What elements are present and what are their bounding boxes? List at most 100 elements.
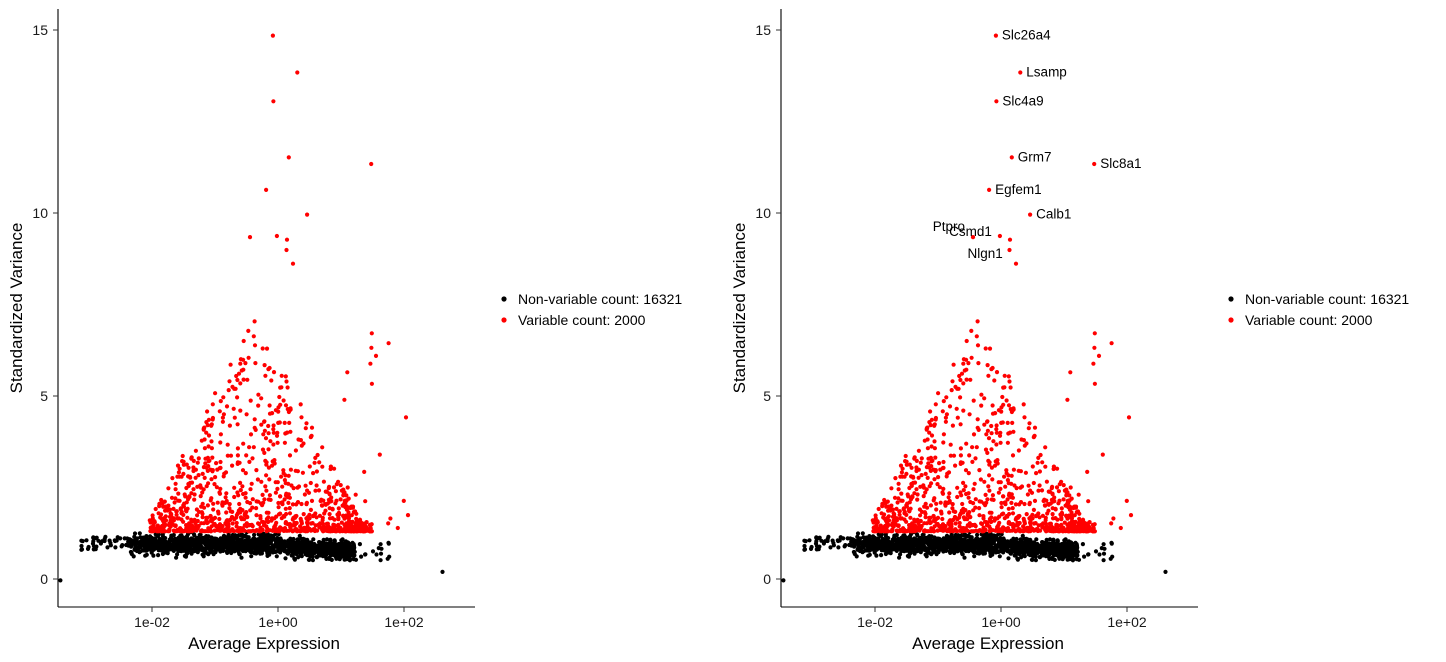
- left-point-non-variable: [337, 557, 342, 562]
- right-point-non-variable: [1055, 538, 1060, 543]
- left-point-non-variable: [179, 533, 184, 538]
- right-point-variable: [994, 427, 999, 432]
- right-point-variable: [969, 328, 974, 333]
- left-point-variable: [280, 500, 285, 505]
- left-point-variable: [313, 523, 318, 528]
- right-point-non-variable: [984, 541, 989, 547]
- left-point-notable: [270, 33, 275, 38]
- right-point-non-variable: [1008, 541, 1014, 546]
- left-point-variable: [209, 439, 214, 444]
- left-point-variable: [287, 453, 293, 458]
- right-point-non-variable: [1086, 552, 1091, 557]
- left-point-non-variable: [185, 532, 190, 537]
- right-point-variable: [907, 462, 912, 467]
- left-point-variable: [206, 433, 212, 438]
- right-point-non-variable: [1069, 540, 1074, 545]
- left-point-variable: [176, 491, 181, 496]
- left-point-variable: [388, 516, 393, 521]
- left-point-variable: [191, 465, 196, 470]
- right-point-variable: [971, 487, 976, 492]
- left-point-variable: [201, 465, 206, 470]
- left-point-variable: [236, 493, 241, 498]
- left-point-variable: [185, 506, 190, 511]
- right-point-variable: [1024, 511, 1029, 517]
- right-point-non-variable: [941, 546, 947, 551]
- left-point-non-variable: [374, 552, 379, 557]
- left-point-variable: [276, 505, 281, 510]
- left-point-variable: [300, 470, 305, 475]
- left-point-variable: [344, 507, 349, 512]
- right-point-variable: [972, 481, 977, 486]
- right-point-non-variable: [899, 539, 904, 544]
- right-point-non-variable: [809, 544, 814, 550]
- left-point-variable: [229, 515, 234, 520]
- left-point-variable: [266, 423, 271, 429]
- right-point-variable: [1076, 509, 1081, 514]
- right-point-non-variable: [863, 535, 869, 541]
- left-point-variable: [210, 417, 215, 422]
- left-point-variable: [282, 514, 287, 519]
- left-point-non-variable: [255, 539, 260, 544]
- left-point-variable: [316, 488, 322, 493]
- left-point-variable: [260, 492, 265, 497]
- left-point-non-variable: [138, 549, 143, 554]
- right-point-non-variable: [1051, 537, 1056, 542]
- left-point-variable: [221, 412, 226, 417]
- left-point-non-variable: [324, 549, 330, 555]
- right-point-non-variable: [1041, 549, 1046, 554]
- left-point-variable: [198, 494, 203, 499]
- left-point-non-variable: [312, 541, 317, 547]
- left-point-variable: [349, 504, 354, 509]
- left-point-variable: [309, 425, 315, 430]
- left-point-variable: [264, 488, 269, 493]
- left-point-variable: [334, 498, 339, 503]
- left-point-variable: [159, 497, 164, 503]
- left-point-non-variable: [156, 547, 161, 553]
- left-point-variable: [320, 464, 325, 469]
- left-point-variable: [269, 378, 274, 383]
- left-point-variable: [327, 511, 332, 517]
- left-point-non-variable: [328, 537, 333, 542]
- left-point-variable: [241, 441, 246, 446]
- right-point-non-variable: [866, 553, 871, 558]
- left-point-notable: [271, 99, 276, 104]
- left-point-non-variable: [122, 536, 127, 541]
- left-point-variable: [330, 516, 335, 521]
- right-point-non-variable: [972, 554, 977, 559]
- right-point-variable: [1032, 498, 1038, 503]
- left-point-variable: [181, 471, 186, 476]
- right-point-non-variable: [902, 542, 908, 547]
- left-point-non-variable: [239, 555, 244, 560]
- left-point-non-variable: [189, 551, 194, 556]
- left-point-variable: [184, 500, 189, 505]
- left-point-non-variable: [159, 544, 164, 549]
- left-point-variable: [329, 495, 334, 500]
- left-point-variable: [275, 480, 280, 485]
- left-point-variable: [262, 497, 267, 502]
- left-point-variable: [301, 528, 306, 533]
- left-point-variable: [343, 529, 348, 534]
- right-point-variable: [1061, 497, 1066, 502]
- left-point-variable: [244, 521, 249, 526]
- right-point-variable: [975, 417, 980, 422]
- left-point-variable: [173, 496, 178, 501]
- left-point-variable: [222, 529, 227, 534]
- right-point-non-variable: [1097, 552, 1102, 557]
- left-point-variable: [227, 423, 232, 428]
- right-point-non-variable: [1022, 536, 1027, 542]
- left-point-variable: [200, 471, 205, 476]
- left-point-variable: [296, 484, 302, 489]
- left-point-non-variable: [184, 543, 189, 548]
- left-point-variable: [180, 453, 185, 459]
- left-point-non-variable: [234, 535, 239, 541]
- left-point-non-variable: [165, 547, 170, 552]
- right-point-variable: [1006, 403, 1012, 408]
- left-point-variable: [225, 453, 230, 458]
- left-point-variable: [225, 442, 230, 447]
- right-point-variable: [903, 453, 908, 459]
- right-point-variable: [907, 500, 912, 505]
- right-scatter-points: [781, 33, 1168, 583]
- right-point-variable: [900, 498, 905, 503]
- left-point-variable: [238, 408, 243, 413]
- left-point-variable: [272, 461, 277, 466]
